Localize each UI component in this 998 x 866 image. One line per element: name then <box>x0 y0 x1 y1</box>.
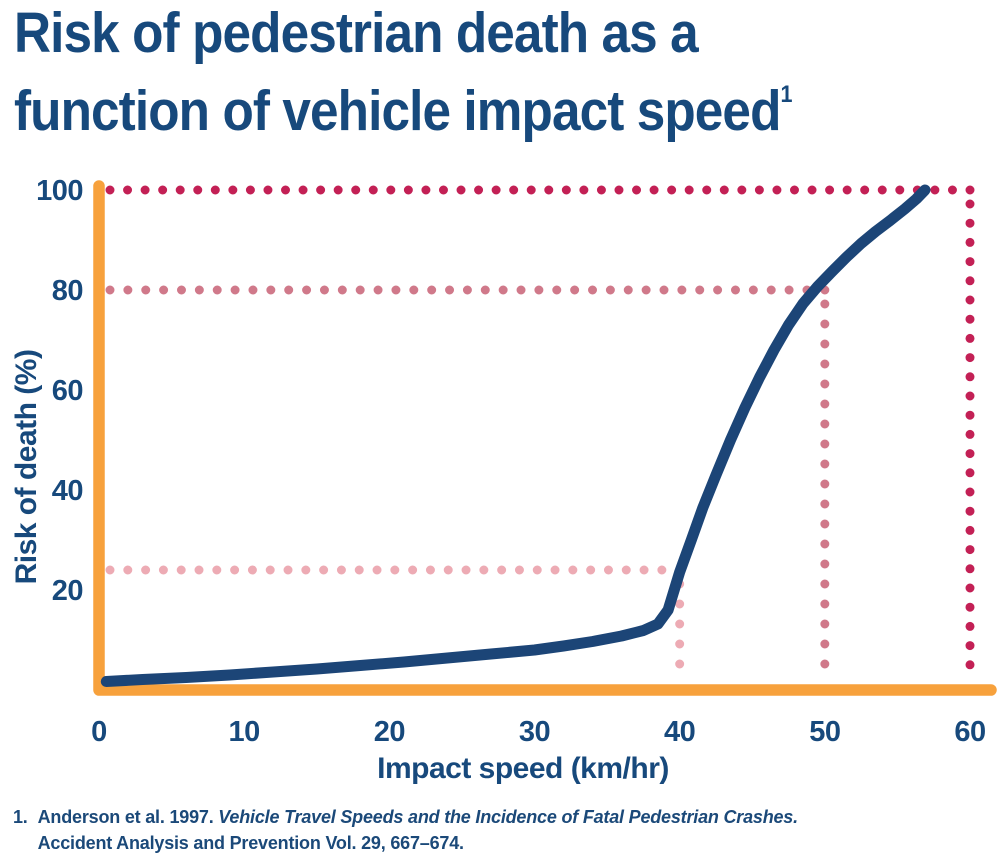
title-footnote-marker: 1 <box>780 81 793 108</box>
y-tick-label-40: 40 <box>52 475 83 507</box>
x-tick-label-30: 30 <box>519 716 550 748</box>
y-tick-label-20: 20 <box>52 575 83 607</box>
reference-lines-layer <box>105 185 975 689</box>
footnote-marker: 1. <box>13 807 28 827</box>
x-tick-label-10: 10 <box>229 716 260 748</box>
x-tick-label-50: 50 <box>809 716 840 748</box>
x-tick-label-60: 60 <box>954 716 985 748</box>
x-tick-label-20: 20 <box>374 716 405 748</box>
tick-labels-layer: 20 40 60 80 100 0 10 20 30 40 50 60 <box>36 175 986 748</box>
footnote: 1. Anderson et al. 1997. Vehicle Travel … <box>13 804 973 856</box>
y-axis-title: Risk of death (%) <box>10 350 43 585</box>
axes-layer <box>93 180 997 696</box>
x-tick-label-0: 0 <box>91 716 107 748</box>
title-line-2: function of vehicle impact speed <box>14 79 781 143</box>
footnote-citation-journal: Accident Analysis and Prevention Vol. 29… <box>37 833 464 853</box>
curve-layer <box>100 184 931 687</box>
x-axis-title: Impact speed (km/hr) <box>377 752 669 785</box>
risk-curve <box>100 184 931 687</box>
page-title: Risk of pedestrian death as a function of… <box>14 2 793 142</box>
footnote-citation-authors: Anderson et al. 1997. <box>37 807 219 827</box>
x-tick-label-40: 40 <box>664 716 695 748</box>
y-tick-label-80: 80 <box>52 275 83 307</box>
y-tick-label-100: 100 <box>36 175 83 207</box>
axes-lines <box>93 180 997 696</box>
footnote-citation: Anderson et al. 1997. Vehicle Travel Spe… <box>37 804 799 856</box>
title-line-1: Risk of pedestrian death as a <box>14 1 699 65</box>
y-tick-label-60: 60 <box>52 375 83 407</box>
footnote-citation-paper-title: Vehicle Travel Speeds and the Incidence … <box>218 807 798 827</box>
